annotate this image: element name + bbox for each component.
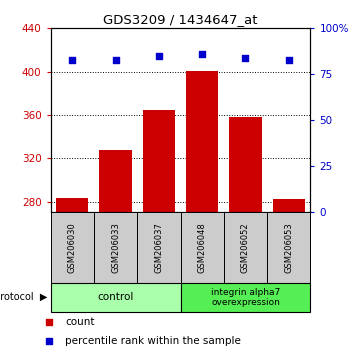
Text: percentile rank within the sample: percentile rank within the sample [65,336,241,346]
Bar [229,117,262,212]
Point [46,320,52,325]
Point [243,55,248,61]
Point [69,57,75,62]
Bar [267,212,310,283]
Point [46,338,52,343]
Text: GSM206030: GSM206030 [68,222,77,273]
Text: GSM206033: GSM206033 [111,222,120,273]
Bar [51,212,94,283]
Text: GSM206037: GSM206037 [155,222,163,273]
Text: control: control [97,292,134,302]
Point [199,51,205,57]
Text: GSM206052: GSM206052 [241,222,250,273]
Bar [273,199,305,212]
Bar [186,70,218,212]
Text: count: count [65,318,95,327]
Bar [51,283,180,312]
Bar [180,212,224,283]
Bar [94,212,137,283]
Text: integrin alpha7
overexpression: integrin alpha7 overexpression [211,288,280,307]
Bar [180,283,310,312]
Point [156,53,162,59]
Point [113,57,118,62]
Text: GSM206048: GSM206048 [198,222,206,273]
Bar [143,109,175,212]
Bar [137,212,180,283]
Text: GSM206053: GSM206053 [284,222,293,273]
Title: GDS3209 / 1434647_at: GDS3209 / 1434647_at [103,13,258,26]
Bar [99,150,132,212]
Point [286,57,292,62]
Bar [224,212,267,283]
Text: protocol  ▶: protocol ▶ [0,292,47,302]
Bar [56,198,88,212]
